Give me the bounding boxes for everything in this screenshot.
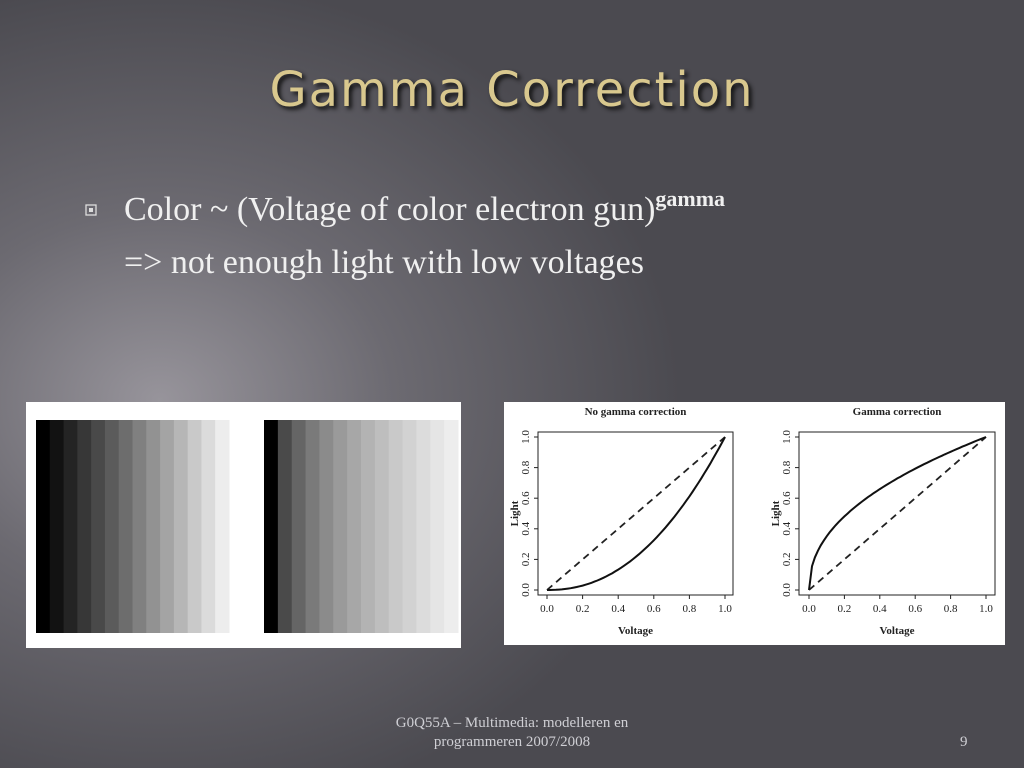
- gray-strip: [430, 420, 445, 633]
- x-tick-label: 0.2: [838, 603, 852, 615]
- x-tick-label: 0.6: [908, 603, 922, 615]
- gray-strip: [215, 420, 230, 633]
- gray-strip: [361, 420, 376, 633]
- bullet: Color ~ (Voltage of color electron gun)g…: [124, 186, 725, 229]
- x-tick-label: 0.6: [647, 603, 661, 615]
- gray-strip: [291, 420, 307, 633]
- x-tick-label: 0.2: [576, 603, 590, 615]
- diagonal: [808, 436, 987, 591]
- gray-strip: [63, 420, 78, 633]
- gray-strip: [91, 420, 106, 633]
- gray-strip: [146, 420, 161, 633]
- gray-strip: [444, 420, 459, 633]
- strips: [36, 420, 459, 633]
- gray-strip: [118, 420, 133, 633]
- superscript: gamma: [655, 186, 726, 211]
- gray-strip: [388, 420, 404, 633]
- gray-strip: [333, 420, 348, 633]
- y-axis-label: Light: [770, 500, 782, 526]
- diagonal: [546, 436, 726, 591]
- x-tick-label: 0.4: [611, 603, 625, 615]
- footer-line: programmeren 2007/2008: [433, 734, 591, 750]
- gray-strip: [402, 420, 417, 633]
- gray-strip: [49, 420, 65, 633]
- gray-strip: [77, 420, 92, 633]
- gray-strip: [187, 420, 202, 633]
- axes-box: [798, 431, 996, 596]
- x-axis-label: Voltage: [618, 625, 653, 637]
- gray-strip: [305, 420, 320, 633]
- gray-strip: [173, 420, 189, 633]
- curve: [808, 436, 987, 591]
- gray-strip: [264, 420, 279, 633]
- y-tick-label: 0.2: [781, 553, 793, 567]
- plot-title: No gamma correction: [585, 406, 687, 418]
- plot-title: Gamma correction: [853, 406, 942, 418]
- x-tick-label: 0.8: [683, 603, 697, 615]
- y-tick-label: 0.6: [520, 491, 532, 505]
- gray-strip: [374, 420, 390, 633]
- gray-strip: [319, 420, 334, 633]
- bullet-icon: [85, 204, 97, 216]
- y-axis-label: Light: [509, 500, 521, 526]
- curve: [547, 436, 726, 591]
- plots: No gamma correction Voltage Light 0.0 0.2 0.4…: [509, 406, 996, 637]
- y-tick-label: 0.6: [781, 491, 793, 505]
- bullet-line: => not enough light with low voltages: [124, 244, 644, 281]
- bullet-icon: [89, 208, 93, 212]
- slide-title: Gamma Correction: [269, 62, 755, 118]
- gray-strip: [132, 420, 147, 633]
- x-tick-label: 1.0: [718, 603, 732, 615]
- gray-strip: [104, 420, 120, 633]
- y-tick-label: 0.8: [520, 460, 532, 474]
- gray-strip: [36, 420, 51, 633]
- y-tick-label: 0.4: [520, 521, 532, 535]
- footer-line: G0Q55A – Multimedia: modelleren en: [395, 715, 629, 731]
- gray-strip: [160, 420, 175, 633]
- x-tick-label: 1.0: [979, 603, 993, 615]
- y-tick-label: 1.0: [781, 430, 793, 444]
- x-tick-label: 0.8: [944, 603, 958, 615]
- gray-strip: [277, 420, 293, 633]
- bullet-text: Color ~ (Voltage of color electron gun): [124, 191, 656, 228]
- gray-strip: [347, 420, 362, 633]
- x-tick-label: 0.0: [802, 603, 816, 615]
- x-tick-label: 0.4: [873, 603, 887, 615]
- y-tick-label: 1.0: [520, 430, 532, 444]
- y-tick-label: 0.8: [781, 460, 793, 474]
- y-tick-label: 0.0: [520, 583, 532, 597]
- y-tick-label: 0.0: [781, 583, 793, 597]
- y-tick-label: 0.4: [781, 521, 793, 535]
- page-number: 9: [960, 734, 968, 750]
- gray-strip: [416, 420, 431, 633]
- axes-box: [537, 431, 734, 596]
- plot-panel: [504, 402, 1005, 645]
- gray-strip: [201, 420, 216, 633]
- x-tick-label: 0.0: [540, 603, 554, 615]
- footer: G0Q55A – Multimedia: modelleren en progra…: [340, 714, 684, 752]
- y-tick-label: 0.2: [520, 553, 532, 567]
- x-axis-label: Voltage: [879, 625, 914, 637]
